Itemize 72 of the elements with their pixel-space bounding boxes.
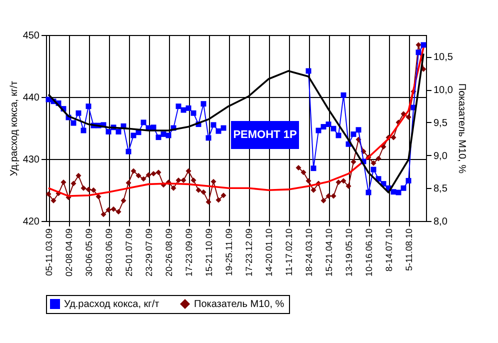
point xyxy=(336,132,342,138)
point xyxy=(416,50,422,56)
point xyxy=(216,128,222,134)
x-tick-label: 15-21.04.10 xyxy=(324,228,334,277)
point xyxy=(326,122,332,128)
x-tick-label: 02-08.04.09 xyxy=(64,228,74,277)
point xyxy=(70,120,76,126)
point xyxy=(76,110,82,116)
x-tick-label: 17-23.09.09 xyxy=(184,228,194,277)
x-tick-label: 19-25.11.09 xyxy=(224,228,234,276)
x-tick-label: 18-24.03.10 xyxy=(304,228,314,277)
point xyxy=(366,190,372,196)
y2-tick-label: 8,0 xyxy=(434,216,448,228)
y2-tick-label: 9,5 xyxy=(434,118,448,129)
point xyxy=(210,122,216,128)
x-tick-label: 15-21.10.09 xyxy=(204,228,214,277)
x-tick-label: 23-29.07.09 xyxy=(144,228,154,277)
x-tick-label: 17-23.12.09 xyxy=(244,228,254,277)
point xyxy=(126,148,132,154)
y-tick-label: 440 xyxy=(22,92,40,104)
point xyxy=(206,135,212,141)
point xyxy=(340,92,346,98)
x-tick-label: 28-03.06.09 xyxy=(104,228,114,277)
point xyxy=(156,134,162,140)
point xyxy=(186,105,192,111)
point xyxy=(176,104,182,110)
point xyxy=(86,104,92,110)
legend-label: Уд.расход кокса, кг/т xyxy=(64,299,160,310)
y2-axis-title: Показатель М10, % xyxy=(456,83,467,174)
x-tick-label: 05-11.03.09 xyxy=(44,228,54,276)
point xyxy=(116,128,122,134)
point xyxy=(80,128,86,134)
x-tick-label: 30-06.05.09 xyxy=(84,228,94,277)
y-axis-title: Уд.расход кокса, кг/т xyxy=(8,80,20,176)
point xyxy=(406,178,412,184)
point xyxy=(130,132,136,138)
point xyxy=(330,126,336,132)
point xyxy=(390,189,396,195)
annotation: РЕМОНТ 1Р xyxy=(233,129,297,141)
point xyxy=(166,132,172,138)
point xyxy=(316,128,322,134)
x-tick-label: 20-26.08.09 xyxy=(164,228,174,277)
point xyxy=(180,107,186,113)
x-tick-label: 5-11.08.10 xyxy=(404,228,414,271)
x-tick-label: 10-16.06.10 xyxy=(364,228,374,277)
x-tick-label: 25-01.07.09 xyxy=(124,228,134,277)
x-tick-label: 8-14.07.10 xyxy=(384,228,394,272)
point xyxy=(190,110,196,116)
point xyxy=(356,127,362,133)
point xyxy=(200,101,206,107)
y2-tick-label: 8,5 xyxy=(434,184,448,195)
y2-tick-label: 10,0 xyxy=(434,85,454,96)
legend-label: Показатель М10, % xyxy=(194,299,284,310)
y-tick-label: 420 xyxy=(22,216,40,228)
point xyxy=(160,131,166,137)
point xyxy=(106,128,112,134)
y-tick-label: 430 xyxy=(22,154,40,166)
point xyxy=(140,120,146,126)
point xyxy=(350,131,356,137)
point xyxy=(306,68,312,74)
point xyxy=(370,166,376,172)
y-tick-label: 450 xyxy=(22,30,40,42)
x-tick-label: 14-20.01.10 xyxy=(264,228,274,277)
point xyxy=(396,190,402,196)
point xyxy=(400,185,406,191)
point xyxy=(320,124,326,130)
x-tick-label: 13-19.05.10 xyxy=(344,228,354,277)
y2-tick-label: 10,5 xyxy=(434,52,454,64)
point xyxy=(310,166,316,172)
x-tick-label: 11-17.02.10 xyxy=(284,228,294,276)
point xyxy=(420,42,426,48)
y2-tick-label: 9,0 xyxy=(434,150,448,162)
